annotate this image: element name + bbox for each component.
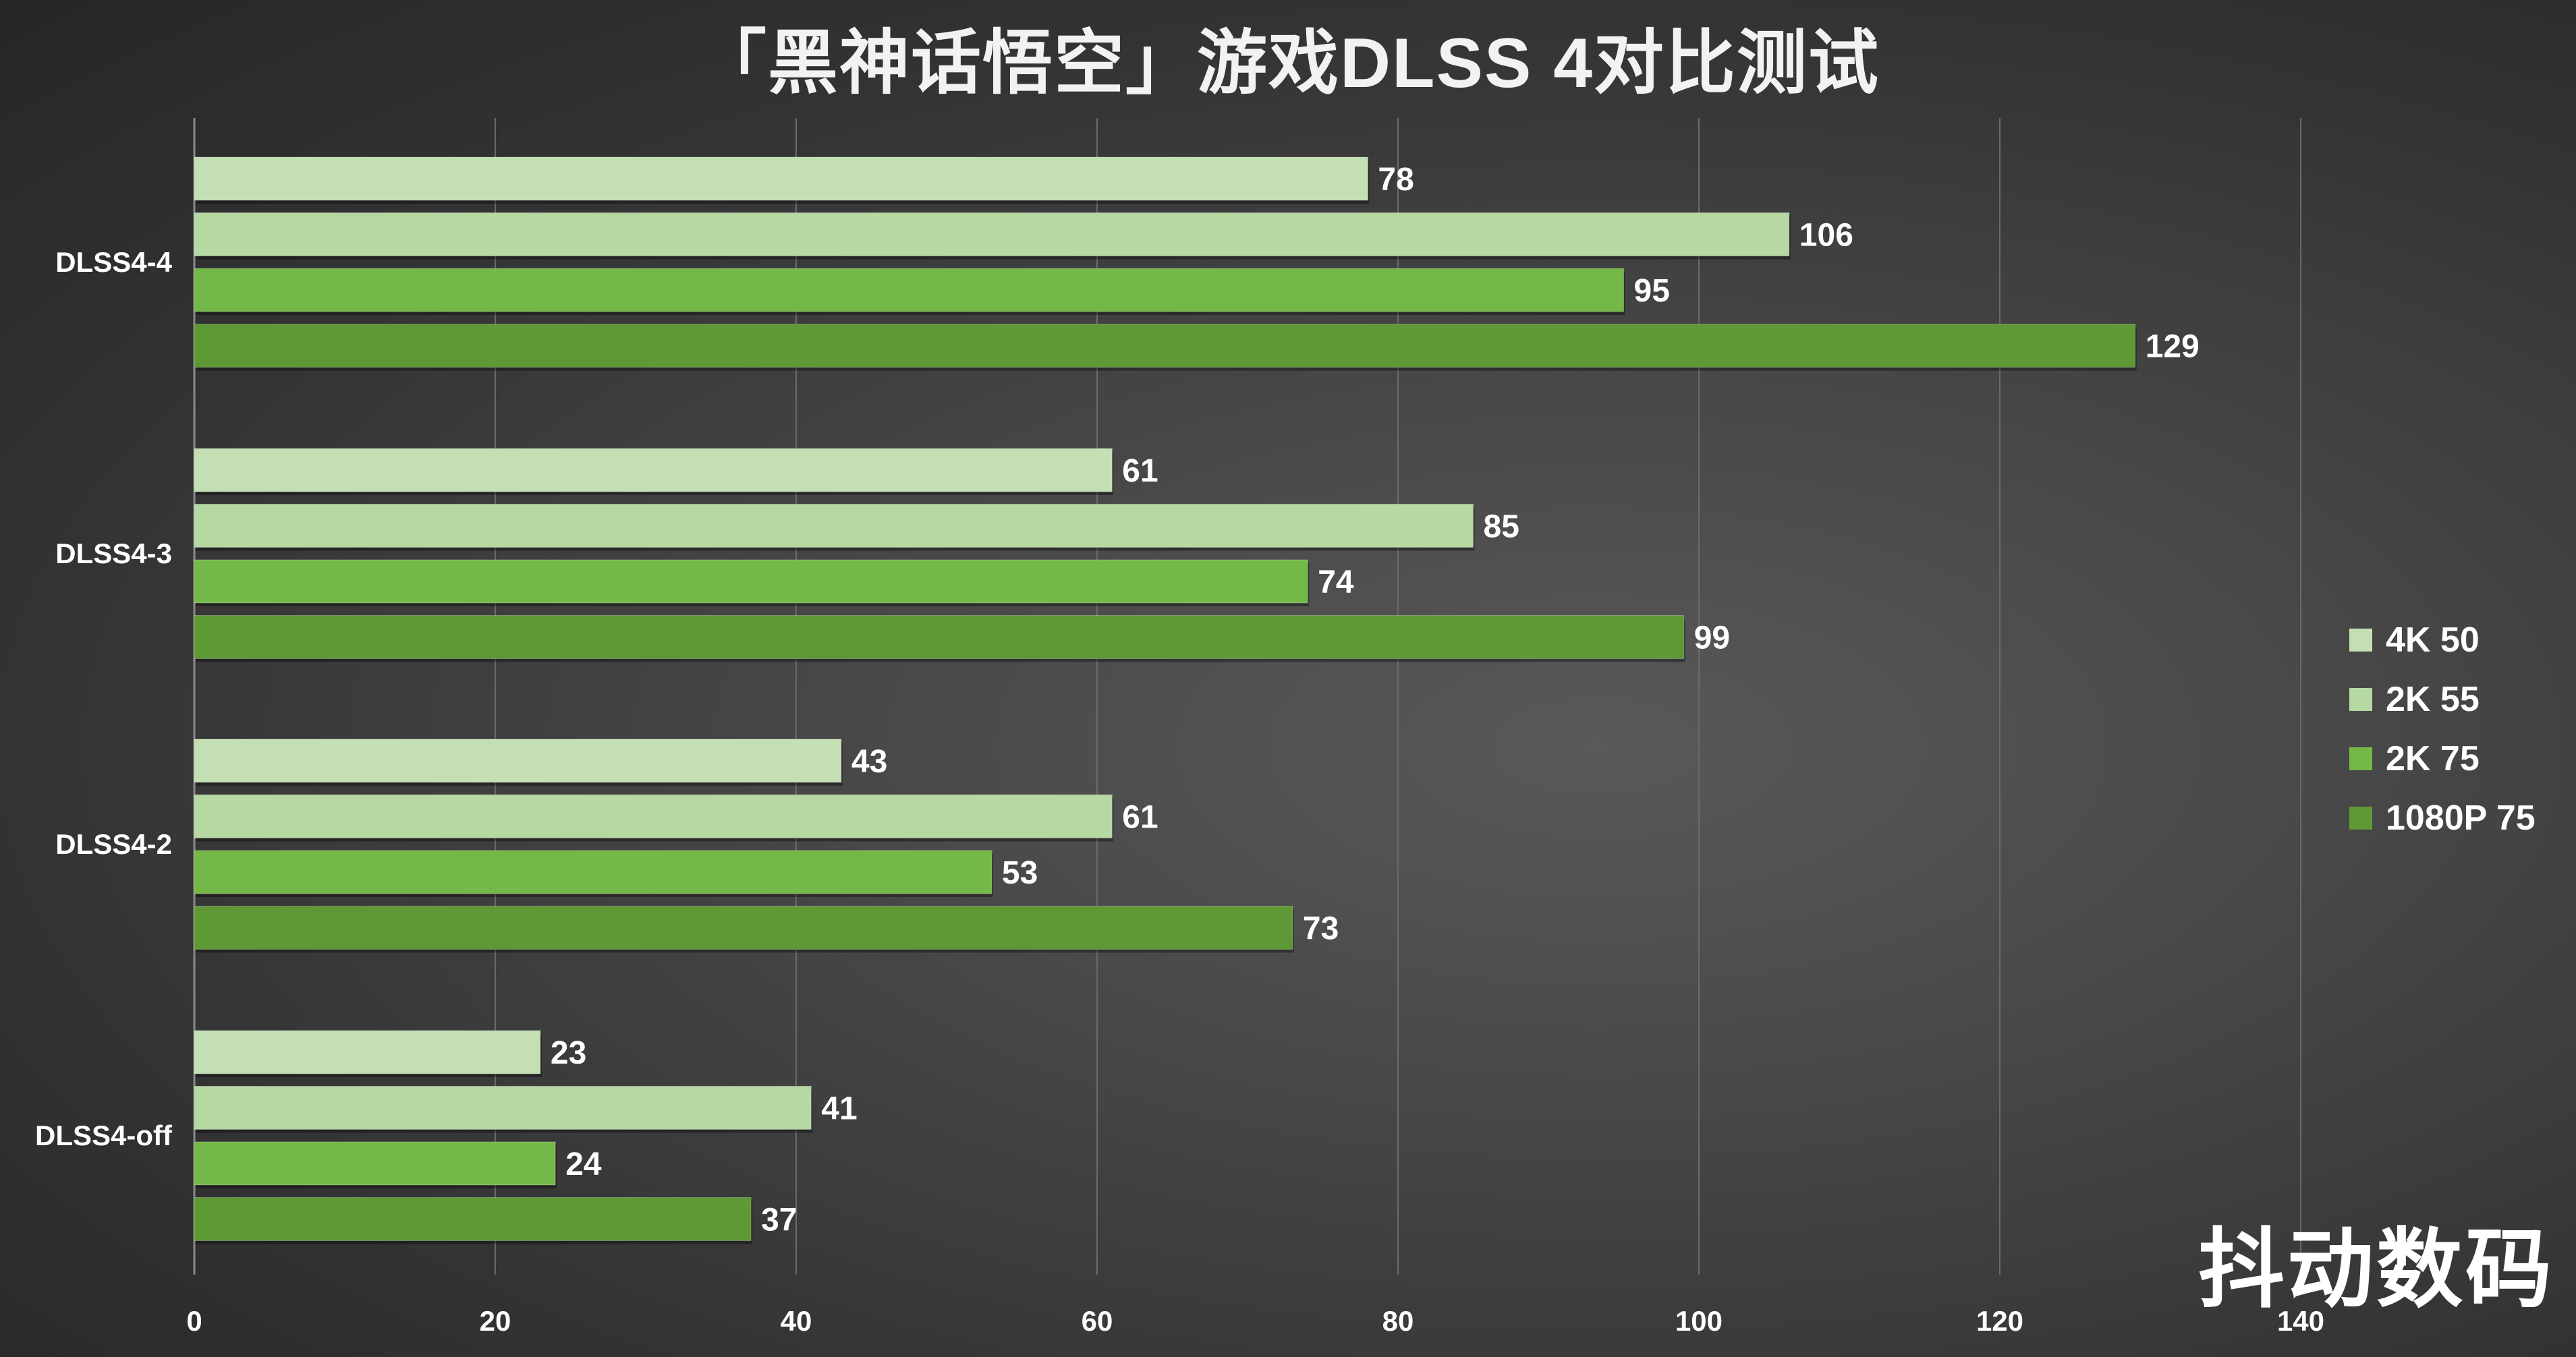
bar [194, 559, 1308, 604]
bar [194, 324, 2136, 368]
x-tick-label: 20 [480, 1305, 511, 1337]
data-label: 78 [1378, 162, 1413, 198]
bar [194, 268, 1624, 312]
bar [194, 739, 842, 783]
legend-item: 1080P 75 [2349, 788, 2536, 848]
bar [194, 212, 1790, 256]
bar [194, 850, 992, 894]
legend-label: 2K 75 [2386, 739, 2480, 778]
x-tick-label: 40 [781, 1305, 812, 1337]
data-label: 95 [1634, 273, 1670, 309]
data-label: 41 [821, 1091, 857, 1127]
bar [194, 156, 1368, 201]
data-label: 85 [1484, 509, 1519, 545]
x-tick-label: 100 [1675, 1305, 1723, 1337]
data-label: 74 [1318, 565, 1354, 600]
legend-swatch [2349, 807, 2372, 830]
category-labels: DLSS4-4 DLSS4-3 DLSS4-2 DLSS4-off [35, 246, 173, 1151]
data-label: 53 [1002, 855, 1038, 891]
bar [194, 1197, 752, 1241]
legend-item: 2K 75 [2349, 729, 2536, 788]
category-label: DLSS4-4 [55, 246, 172, 278]
bar [194, 1086, 812, 1130]
legend-item: 4K 50 [2349, 610, 2536, 670]
category-label: DLSS4-2 [55, 828, 172, 860]
bar [194, 1030, 541, 1074]
data-label: 24 [565, 1147, 602, 1182]
category-label: DLSS4-off [35, 1120, 173, 1151]
data-labels: 78 106 95 129 61 85 74 99 43 61 53 73 23 41 24 37 [551, 162, 2200, 1238]
x-tick-label: 140 [2277, 1305, 2324, 1337]
category-label: DLSS4-3 [55, 538, 172, 569]
bar [194, 615, 1685, 659]
legend-swatch [2349, 629, 2372, 652]
x-tick-labels: 0 20 40 60 80 100 120 140 [186, 1305, 2324, 1337]
legend: 4K 50 2K 55 2K 75 1080P 75 [2349, 610, 2536, 848]
bar [194, 795, 1113, 838]
data-label: 73 [1303, 911, 1339, 947]
bar [194, 448, 1113, 492]
legend-swatch [2349, 747, 2372, 770]
data-label: 61 [1122, 453, 1158, 489]
x-tick-label: 80 [1382, 1305, 1414, 1337]
legend-swatch [2349, 688, 2372, 711]
chart-title: 「黑神话悟空」游戏DLSS 4对比测试 [696, 24, 1880, 103]
bar [194, 504, 1474, 548]
data-label: 61 [1122, 800, 1158, 836]
data-label: 43 [851, 744, 887, 780]
legend-label: 1080P 75 [2386, 799, 2536, 838]
x-tick-label: 0 [186, 1305, 202, 1337]
watermark: 抖动数码 [2198, 1221, 2555, 1318]
x-tick-label: 60 [1082, 1305, 1113, 1337]
x-tick-label: 120 [1976, 1305, 2023, 1337]
bar [194, 906, 1293, 950]
data-label: 37 [761, 1203, 797, 1238]
data-label: 129 [2146, 329, 2200, 365]
bar [194, 1141, 556, 1186]
bars [194, 156, 2137, 1244]
data-label: 23 [551, 1035, 586, 1071]
data-label: 99 [1694, 620, 1730, 656]
legend-label: 4K 50 [2386, 620, 2480, 660]
legend-item: 2K 55 [2349, 670, 2536, 729]
legend-label: 2K 55 [2386, 680, 2480, 719]
data-label: 106 [1799, 218, 1853, 254]
